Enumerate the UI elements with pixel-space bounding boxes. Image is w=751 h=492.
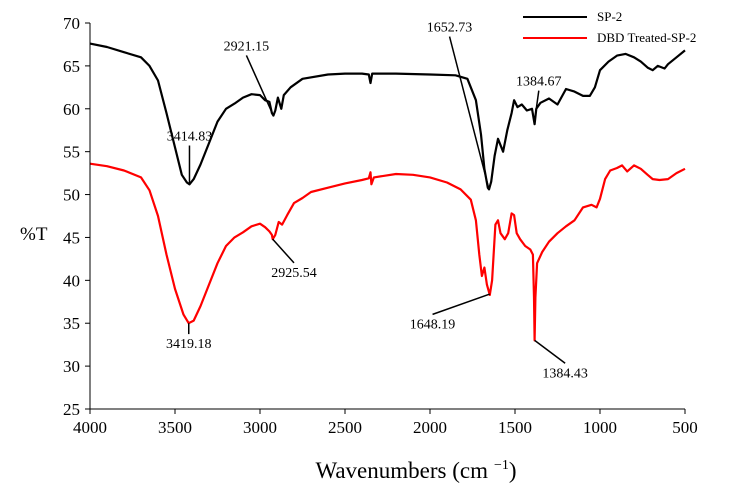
x-ticks: 4000 3500 3000 2500 2000 1500 1000 500	[73, 409, 698, 437]
peak-leader-line	[432, 293, 491, 316]
peak-label: 3419.18	[166, 337, 212, 352]
y-tick-label: 30	[63, 357, 80, 376]
legend-label-dbd: DBD Treated-SP-2	[597, 30, 696, 45]
x-tick-label: 500	[672, 418, 698, 437]
series-line-dbd-treated	[89, 162, 686, 342]
x-tick-label: 1500	[498, 418, 532, 437]
peak-leader-line	[245, 55, 275, 116]
legend: SP-2 DBD Treated-SP-2	[523, 9, 696, 45]
peak-label: 1384.43	[542, 366, 588, 381]
peak-label: 1648.19	[410, 317, 456, 332]
y-tick-label: 70	[63, 14, 80, 33]
peak-leader-line	[533, 90, 540, 121]
x-tick-label: 2500	[328, 418, 362, 437]
peak-label: 1384.67	[516, 75, 562, 90]
y-tick-label: 60	[63, 100, 80, 119]
y-axis-label: %T	[20, 224, 48, 245]
x-axis-label: Wavenumbers (cm −1)	[315, 458, 516, 483]
peak-label: 2925.54	[271, 266, 317, 281]
x-tick-label: 1000	[583, 418, 617, 437]
peak-label: 3414.83	[167, 130, 213, 145]
x-axis-label-superscript: −1	[494, 458, 509, 473]
series-line-sp2	[89, 42, 686, 191]
x-axis-label-main: Wavenumbers (cm	[315, 458, 488, 483]
peak-label: 1652.73	[427, 21, 473, 36]
y-tick-label: 40	[63, 271, 80, 290]
x-tick-label: 3500	[158, 418, 192, 437]
y-ticks: 25 30 35 40 45 50 55 60 65 70	[63, 14, 90, 419]
y-tick-label: 45	[63, 228, 80, 247]
y-tick-label: 25	[63, 400, 80, 419]
x-tick-label: 2000	[413, 418, 447, 437]
y-tick-label: 55	[63, 143, 80, 162]
annotation-layer: 3414.83 2921.15 1652.73 1384.67 2925.54 3419.…	[166, 21, 588, 382]
y-tick-label: 50	[63, 186, 80, 205]
legend-label-sp2: SP-2	[597, 9, 622, 24]
peak-leader-line	[534, 339, 566, 364]
y-tick-label: 65	[63, 57, 80, 76]
x-tick-label: 4000	[73, 418, 107, 437]
y-tick-label: 35	[63, 314, 80, 333]
peak-leader-line	[448, 36, 490, 190]
axes: 4000 3500 3000 2500 2000 1500 1000 500 25 30 35 40…	[63, 14, 698, 437]
x-tick-label: 3000	[243, 418, 277, 437]
peak-label: 2921.15	[224, 39, 270, 54]
x-axis-label-close: )	[509, 458, 517, 483]
series-layer	[89, 42, 686, 342]
peak-leader-line	[272, 238, 295, 264]
